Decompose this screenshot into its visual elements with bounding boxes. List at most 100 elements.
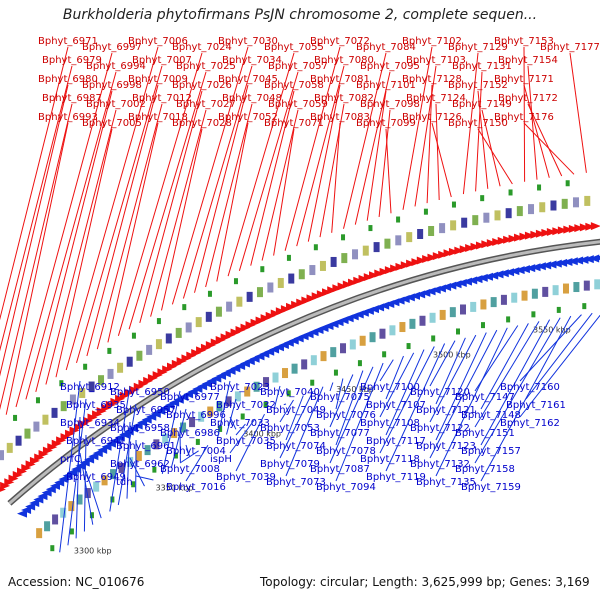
forward-gene-arrow <box>432 252 443 261</box>
gene-label-top: Bphyt_7052 <box>218 112 278 123</box>
gene-label-bottom-leader <box>283 403 287 406</box>
gene-label-top-leader <box>426 84 433 204</box>
gene-label-bottom: tdh <box>116 477 133 488</box>
feature-block <box>282 368 289 379</box>
feature-block <box>216 401 223 412</box>
gene-label-bottom-leader <box>59 380 81 553</box>
feature-block <box>253 381 260 392</box>
gene-label-bottom-leader <box>329 374 354 428</box>
feature-block <box>52 514 59 525</box>
gene-label-bottom-leader <box>335 378 344 410</box>
gene-label-top-leader <box>86 84 159 357</box>
feature-marker <box>537 184 542 191</box>
feature-block <box>516 206 523 217</box>
gene-label-bottom-leader <box>379 359 394 382</box>
gene-label-bottom-leader <box>379 352 415 418</box>
feature-block <box>6 442 13 453</box>
gene-label-bottom: Bphyt_7159 <box>461 482 521 493</box>
gene-label-top-leader <box>139 90 203 324</box>
forward-gene-arrow <box>306 294 317 303</box>
forward-gene-arrow <box>327 286 338 295</box>
feature-block <box>162 433 169 444</box>
gene-label-top: Bphyt_7171 <box>494 74 554 85</box>
reverse-gene-arrow <box>62 471 73 480</box>
feature-block <box>155 339 162 350</box>
gene-label-bottom-leader <box>435 337 466 405</box>
gene-label-bottom: Bphyt_7079 <box>260 459 320 470</box>
feature-marker <box>35 397 40 404</box>
forward-gene-arrow <box>348 278 359 287</box>
forward-gene-arrow <box>390 264 401 273</box>
feature-marker <box>431 335 436 342</box>
gene-label-top: Bphyt_7149 <box>452 99 512 110</box>
gene-label-bottom-leader <box>79 452 94 525</box>
gene-label-top: Bphyt_6993 <box>38 112 98 123</box>
reverse-gene-arrow <box>519 265 530 274</box>
gene-label-top-leader <box>475 71 483 192</box>
gene-label-top-leader <box>161 128 203 311</box>
reverse-gene-arrow <box>25 502 36 511</box>
gene-label-bottom: Bphyt_7121 <box>416 405 476 416</box>
feature-block <box>263 377 270 388</box>
forward-gene-arrow <box>448 247 459 256</box>
gene-label-bottom: Bphyt_7023 <box>210 382 270 393</box>
reverse-gene-arrow <box>514 266 525 275</box>
feature-block <box>277 277 284 288</box>
forward-gene-arrow <box>301 296 312 305</box>
feature-marker <box>582 303 587 310</box>
feature-marker <box>182 304 187 311</box>
gene-label-bottom: Bphyt_6957 <box>116 405 176 416</box>
feature-block <box>494 210 501 221</box>
forward-gene-arrow <box>492 237 503 246</box>
gene-label-bottom-leader <box>216 380 231 440</box>
forward-gene-arrow <box>552 227 563 236</box>
gene-label-top: Bphyt_7007 <box>132 55 192 66</box>
gene-label-top-leader <box>481 109 501 187</box>
gene-label-bottom: Bphyt_7107 <box>366 400 426 411</box>
feature-block <box>511 292 518 303</box>
reverse-gene-arrow <box>530 263 541 272</box>
feature-marker <box>131 332 136 339</box>
gene-label-top: Bphyt_7124 <box>406 93 466 104</box>
feature-marker <box>480 322 485 329</box>
reverse-gene-arrow <box>573 256 584 265</box>
feature-block <box>288 273 295 284</box>
gene-label-bottom: Bphyt_7004 <box>166 446 226 457</box>
gene-label-bottom-leader <box>170 408 187 469</box>
feature-block <box>584 195 591 206</box>
gene-label-top: Bphyt_7026 <box>172 80 232 91</box>
reverse-gene-arrow <box>498 269 509 278</box>
gene-label-top-leader <box>65 46 159 371</box>
feature-block <box>531 288 538 299</box>
reverse-gene-arrow <box>541 261 552 270</box>
gene-label-top-leader <box>25 71 117 400</box>
feature-block <box>428 226 435 237</box>
forward-gene-arrow <box>579 223 590 232</box>
feature-block <box>195 317 202 328</box>
gene-label-top-leader <box>284 46 341 251</box>
feature-block <box>93 481 100 492</box>
gene-label-bottom: Bphyt_7039 <box>216 472 276 483</box>
gene-label-top-leader <box>414 65 437 207</box>
feature-marker <box>263 401 268 408</box>
feature-block <box>207 406 214 417</box>
gene-label-top: Bphyt_7177 <box>540 42 600 53</box>
feature-block <box>310 355 317 366</box>
feature-block <box>175 327 182 338</box>
gene-label-bottom: ispH <box>210 454 232 465</box>
gene-label-bottom-leader <box>135 475 154 481</box>
feature-block <box>369 332 376 343</box>
feature-marker <box>382 351 387 358</box>
feature-marker <box>451 201 456 208</box>
gene-label-top-leader <box>117 52 203 336</box>
feature-block <box>320 351 327 362</box>
gene-label-top-leader <box>35 90 113 393</box>
feature-block <box>459 304 466 315</box>
gene-label-bottom-leader <box>435 332 487 441</box>
forward-gene-arrow <box>369 271 380 280</box>
forward-gene-arrow <box>443 249 454 258</box>
feature-block <box>379 328 386 339</box>
feature-block <box>135 450 142 461</box>
feature-block <box>256 287 263 298</box>
